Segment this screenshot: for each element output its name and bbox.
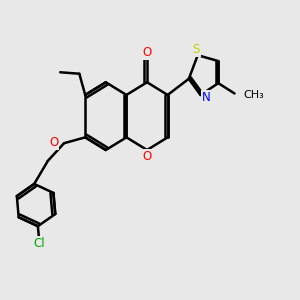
Text: O: O <box>49 136 58 149</box>
Text: S: S <box>193 43 200 56</box>
Text: N: N <box>202 92 210 104</box>
Text: O: O <box>142 150 152 163</box>
Text: O: O <box>142 46 152 59</box>
Text: CH₃: CH₃ <box>243 90 264 100</box>
Text: Cl: Cl <box>33 237 45 250</box>
